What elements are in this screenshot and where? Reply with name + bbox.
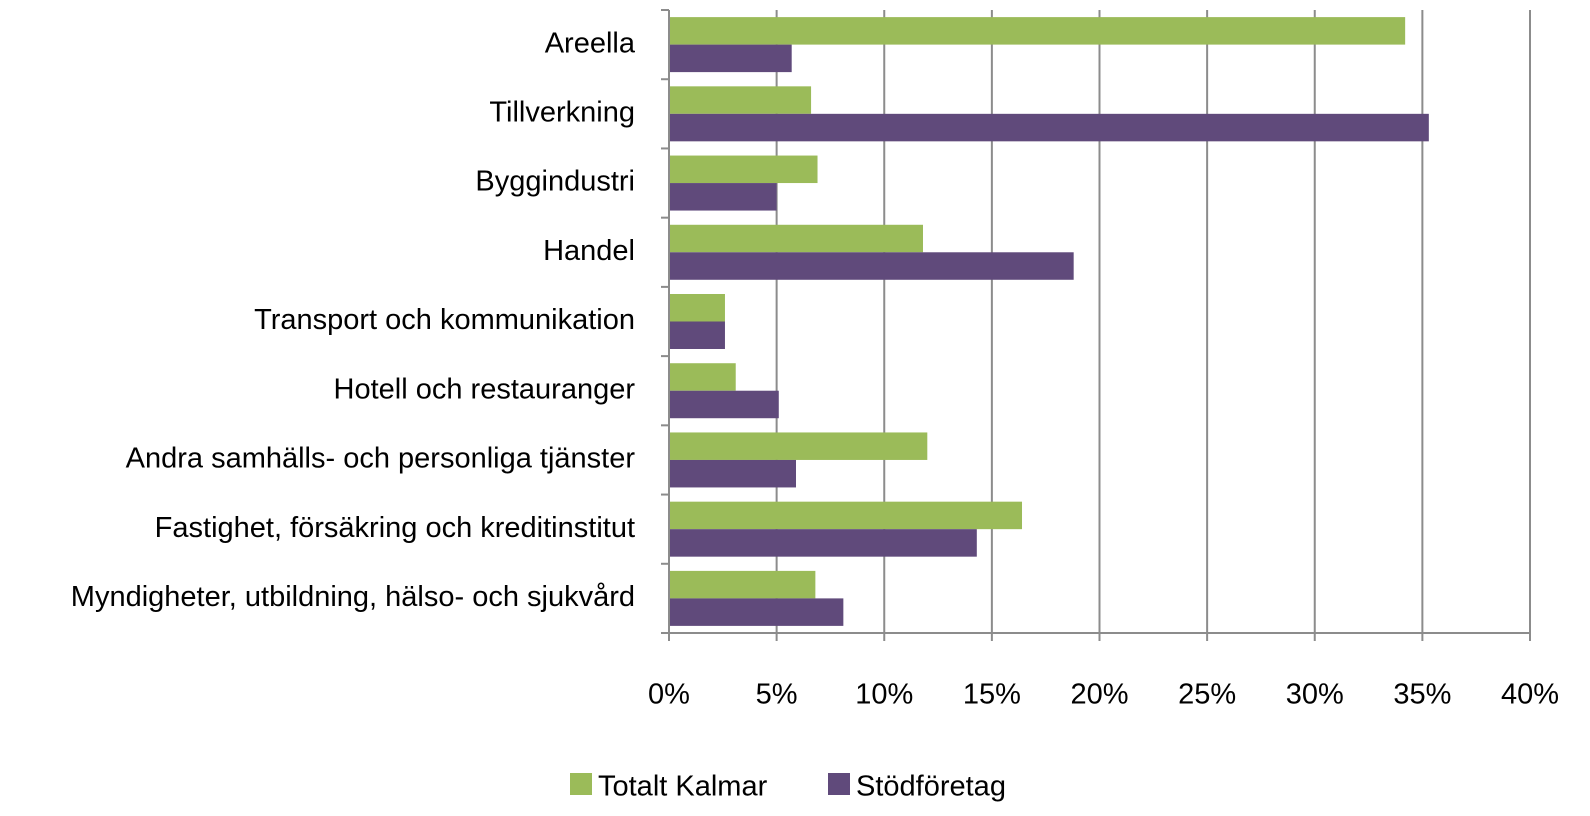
y-tick-label: Myndigheter, utbildning, hälso- och sjuk… <box>71 581 635 613</box>
bar <box>669 570 816 599</box>
y-tick-label: Hotell och restauranger <box>334 373 636 405</box>
y-tick-label: Areella <box>545 27 636 59</box>
x-tick-label: 5% <box>756 679 798 711</box>
x-tick-label: 20% <box>1070 679 1128 711</box>
x-tick-label: 35% <box>1393 679 1451 711</box>
legend-swatch <box>828 773 850 795</box>
bar <box>669 113 1429 142</box>
x-tick-label: 15% <box>963 679 1021 711</box>
y-tick-label: Tillverkning <box>489 96 635 128</box>
bar <box>669 44 792 73</box>
x-tick-label: 40% <box>1501 679 1559 711</box>
bar <box>669 459 796 488</box>
x-tick-label: 0% <box>648 679 690 711</box>
x-tick-label: 25% <box>1178 679 1236 711</box>
bar <box>669 363 736 391</box>
bar <box>669 17 1406 45</box>
bar <box>669 294 725 322</box>
bar <box>669 183 777 211</box>
bar <box>669 155 818 184</box>
bar <box>669 390 779 419</box>
bar <box>669 432 928 460</box>
x-tick-label: 30% <box>1286 679 1344 711</box>
bar <box>669 321 725 349</box>
bar <box>669 529 977 557</box>
legend-label: Totalt Kalmar <box>598 771 768 803</box>
bar <box>669 224 923 253</box>
y-tick-label: Handel <box>543 235 635 267</box>
bar <box>669 598 844 626</box>
legend-swatch <box>570 773 592 795</box>
bar <box>669 252 1074 280</box>
bar <box>669 501 1023 530</box>
y-tick-label: Transport och kommunikation <box>254 304 635 336</box>
x-tick-label: 10% <box>855 679 913 711</box>
bar <box>669 86 812 114</box>
legend-label: Stödföretag <box>856 771 1006 803</box>
y-tick-label: Andra samhälls- och personliga tjänster <box>126 443 636 475</box>
y-tick-label: Byggindustri <box>475 166 635 198</box>
y-tick-label: Fastighet, försäkring och kreditinstitut <box>155 512 635 544</box>
